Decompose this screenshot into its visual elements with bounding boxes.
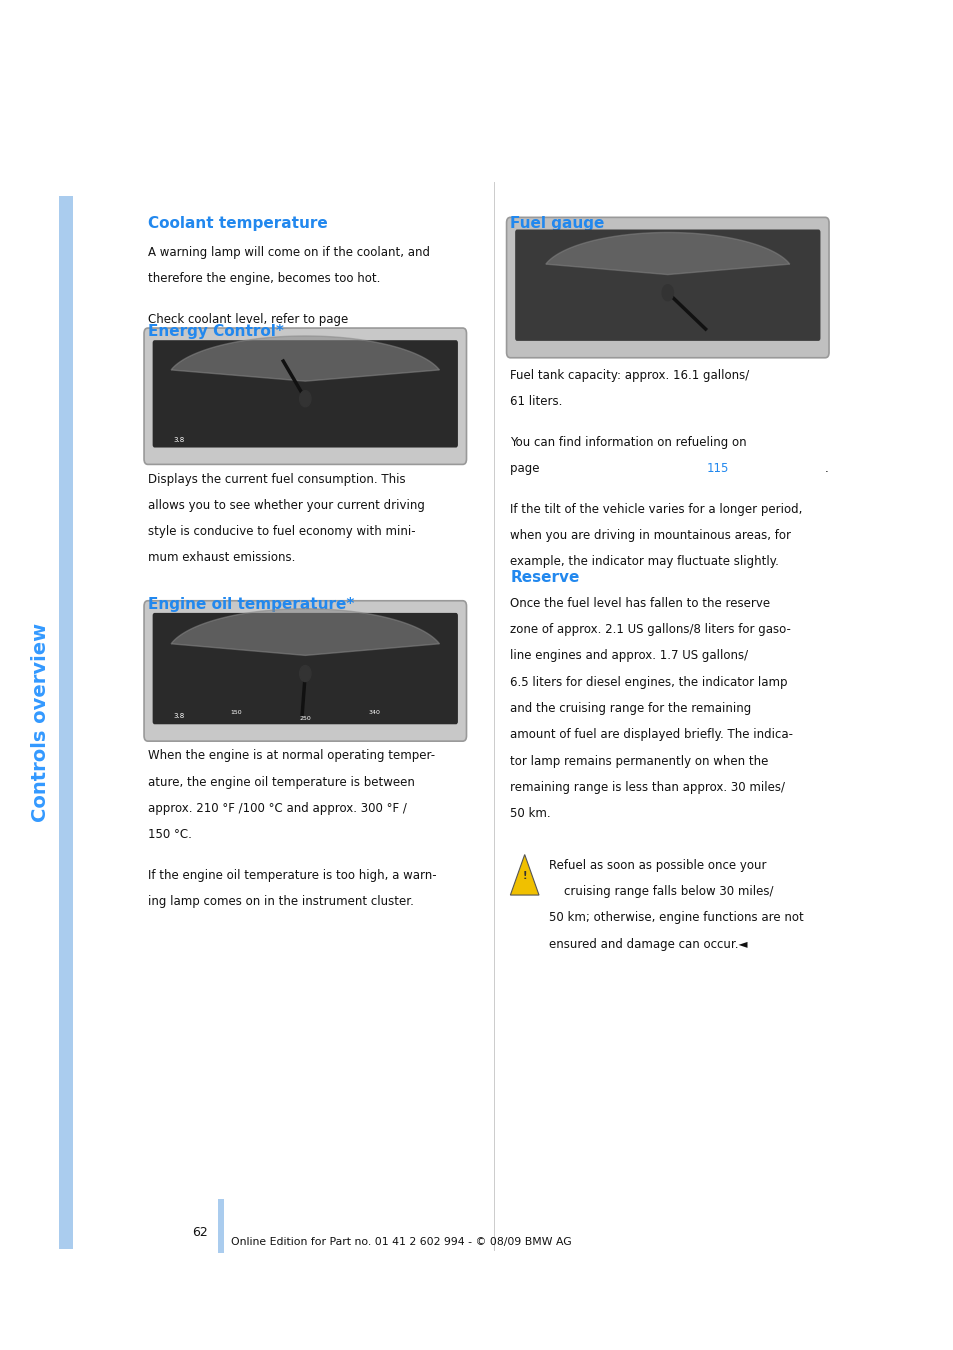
- Text: When the engine is at normal operating temper-: When the engine is at normal operating t…: [148, 749, 435, 763]
- Text: remaining range is less than approx. 30 miles/: remaining range is less than approx. 30 …: [510, 780, 784, 794]
- Text: when you are driving in mountainous areas, for: when you are driving in mountainous area…: [510, 529, 791, 543]
- Text: zone of approx. 2.1 US gallons/8 liters for gaso-: zone of approx. 2.1 US gallons/8 liters …: [510, 622, 790, 636]
- Text: 340: 340: [368, 710, 380, 716]
- Text: A warning lamp will come on if the coolant, and: A warning lamp will come on if the coola…: [148, 246, 430, 259]
- Text: 115: 115: [706, 462, 729, 475]
- Text: tor lamp remains permanently on when the: tor lamp remains permanently on when the: [510, 755, 768, 768]
- Text: 62: 62: [192, 1226, 208, 1239]
- FancyBboxPatch shape: [144, 328, 466, 464]
- Polygon shape: [510, 855, 538, 895]
- Text: Energy Control*: Energy Control*: [148, 324, 283, 339]
- Text: ensured and damage can occur.◄: ensured and damage can occur.◄: [548, 938, 746, 950]
- Text: ing lamp comes on in the instrument cluster.: ing lamp comes on in the instrument clus…: [148, 895, 414, 909]
- Circle shape: [299, 666, 311, 682]
- FancyBboxPatch shape: [152, 613, 457, 724]
- Text: mum exhaust emissions.: mum exhaust emissions.: [148, 551, 294, 564]
- Polygon shape: [171, 336, 439, 381]
- Text: Coolant temperature: Coolant temperature: [148, 216, 327, 231]
- Text: If the tilt of the vehicle varies for a longer period,: If the tilt of the vehicle varies for a …: [510, 502, 801, 516]
- Text: Reserve: Reserve: [510, 570, 579, 585]
- Text: 61 liters.: 61 liters.: [510, 394, 562, 408]
- FancyBboxPatch shape: [152, 340, 457, 448]
- Text: 50 km.: 50 km.: [510, 807, 551, 821]
- Text: allows you to see whether your current driving: allows you to see whether your current d…: [148, 498, 424, 512]
- FancyBboxPatch shape: [506, 217, 828, 358]
- Text: !: !: [522, 871, 526, 880]
- Text: 50 km; otherwise, engine functions are not: 50 km; otherwise, engine functions are n…: [548, 911, 802, 925]
- Text: You can find information on refueling on: You can find information on refueling on: [510, 436, 746, 448]
- Text: If the engine oil temperature is too high, a warn-: If the engine oil temperature is too hig…: [148, 869, 436, 882]
- Text: 150: 150: [230, 710, 241, 716]
- Text: style is conducive to fuel economy with mini-: style is conducive to fuel economy with …: [148, 525, 416, 539]
- Text: Once the fuel level has fallen to the reserve: Once the fuel level has fallen to the re…: [510, 597, 770, 610]
- Text: 250: 250: [299, 717, 311, 721]
- Polygon shape: [545, 232, 789, 274]
- Text: Online Edition for Part no. 01 41 2 602 994 - © 08/09 BMW AG: Online Edition for Part no. 01 41 2 602 …: [231, 1237, 571, 1247]
- Text: Displays the current fuel consumption. This: Displays the current fuel consumption. T…: [148, 472, 405, 486]
- Text: line engines and approx. 1.7 US gallons/: line engines and approx. 1.7 US gallons/: [510, 649, 748, 663]
- FancyBboxPatch shape: [515, 230, 820, 342]
- Text: 150 °C.: 150 °C.: [148, 829, 192, 841]
- Text: 3.8: 3.8: [173, 713, 185, 720]
- Bar: [59, 196, 72, 1249]
- Text: and the cruising range for the remaining: and the cruising range for the remaining: [510, 702, 751, 716]
- FancyBboxPatch shape: [144, 601, 466, 741]
- Text: .: .: [824, 462, 828, 475]
- Polygon shape: [171, 609, 439, 655]
- Text: page: page: [510, 462, 543, 475]
- Text: Fuel gauge: Fuel gauge: [510, 216, 604, 231]
- Circle shape: [299, 390, 311, 406]
- Text: example, the indicator may fluctuate slightly.: example, the indicator may fluctuate sli…: [510, 555, 779, 568]
- Text: Controls overview: Controls overview: [30, 622, 50, 822]
- Text: therefore the engine, becomes too hot.: therefore the engine, becomes too hot.: [148, 273, 380, 285]
- Text: cruising range falls below 30 miles/: cruising range falls below 30 miles/: [548, 886, 772, 898]
- Text: approx. 210 °F /100 °C and approx. 300 °F /: approx. 210 °F /100 °C and approx. 300 °…: [148, 802, 406, 815]
- Text: 3.8: 3.8: [173, 437, 185, 443]
- Text: ature, the engine oil temperature is between: ature, the engine oil temperature is bet…: [148, 775, 415, 788]
- Text: Engine oil temperature*: Engine oil temperature*: [148, 597, 354, 612]
- Circle shape: [661, 285, 673, 301]
- Text: 6.5 liters for diesel engines, the indicator lamp: 6.5 liters for diesel engines, the indic…: [510, 675, 787, 688]
- Text: amount of fuel are displayed briefly. The indica-: amount of fuel are displayed briefly. Th…: [510, 729, 793, 741]
- Text: Check coolant level, refer to page: Check coolant level, refer to page: [148, 313, 352, 325]
- Text: Refuel as soon as possible once your: Refuel as soon as possible once your: [548, 859, 765, 872]
- Bar: [217, 1199, 224, 1253]
- Text: Fuel tank capacity: approx. 16.1 gallons/: Fuel tank capacity: approx. 16.1 gallons…: [510, 369, 749, 382]
